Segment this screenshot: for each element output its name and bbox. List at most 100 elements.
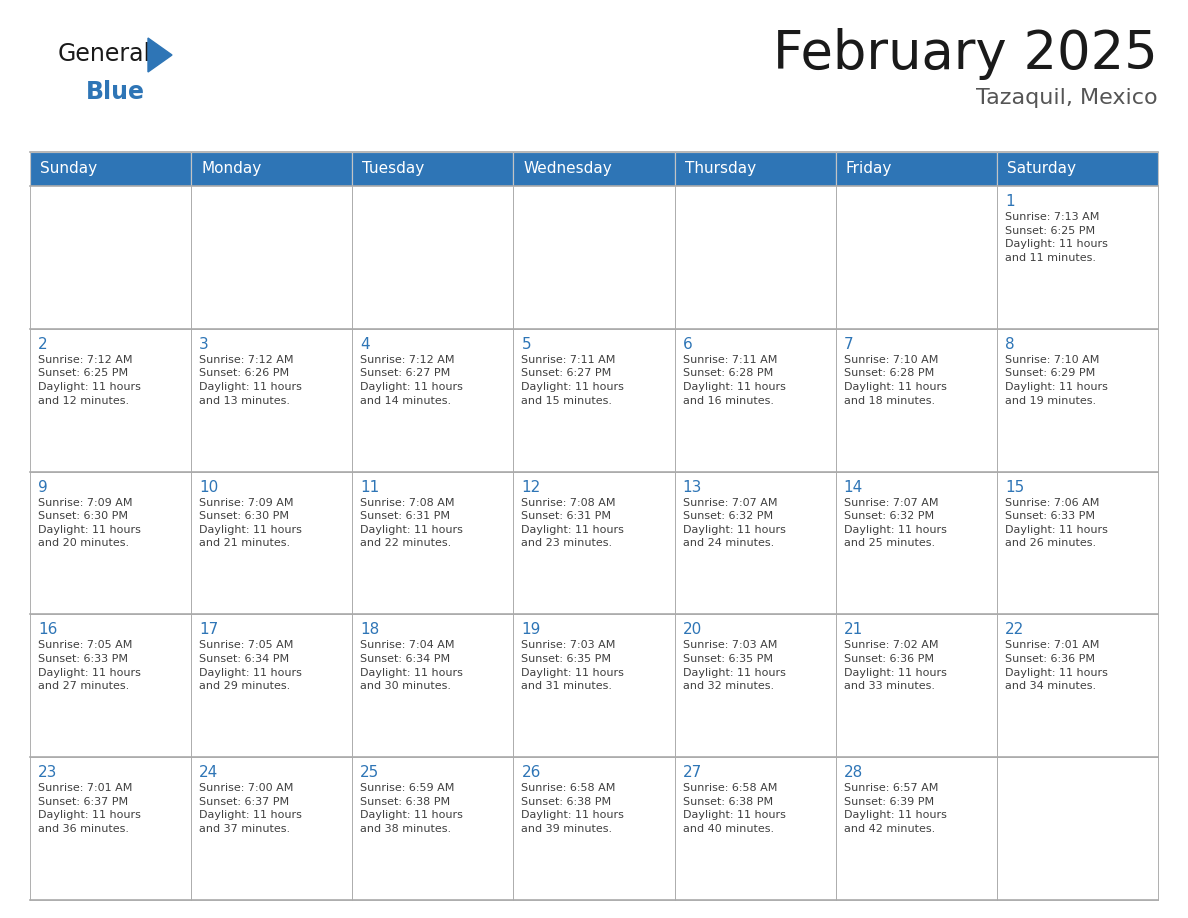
Text: 24: 24 xyxy=(200,766,219,780)
Text: 8: 8 xyxy=(1005,337,1015,352)
Text: Sunrise: 7:01 AM
Sunset: 6:36 PM
Daylight: 11 hours
and 34 minutes.: Sunrise: 7:01 AM Sunset: 6:36 PM Dayligh… xyxy=(1005,641,1107,691)
Text: Sunrise: 6:59 AM
Sunset: 6:38 PM
Daylight: 11 hours
and 38 minutes.: Sunrise: 6:59 AM Sunset: 6:38 PM Dayligh… xyxy=(360,783,463,834)
Text: Sunrise: 7:00 AM
Sunset: 6:37 PM
Daylight: 11 hours
and 37 minutes.: Sunrise: 7:00 AM Sunset: 6:37 PM Dayligh… xyxy=(200,783,302,834)
Bar xyxy=(30,614,191,757)
Bar xyxy=(997,329,1158,472)
Text: 11: 11 xyxy=(360,479,379,495)
Bar xyxy=(675,152,835,186)
Text: 16: 16 xyxy=(38,622,57,637)
Bar xyxy=(353,614,513,757)
Text: Friday: Friday xyxy=(846,162,892,176)
Bar xyxy=(353,757,513,900)
Text: Sunrise: 6:58 AM
Sunset: 6:38 PM
Daylight: 11 hours
and 40 minutes.: Sunrise: 6:58 AM Sunset: 6:38 PM Dayligh… xyxy=(683,783,785,834)
Text: 17: 17 xyxy=(200,622,219,637)
Text: Sunrise: 7:02 AM
Sunset: 6:36 PM
Daylight: 11 hours
and 33 minutes.: Sunrise: 7:02 AM Sunset: 6:36 PM Dayligh… xyxy=(843,641,947,691)
Bar xyxy=(513,186,675,329)
Text: Sunrise: 7:10 AM
Sunset: 6:29 PM
Daylight: 11 hours
and 19 minutes.: Sunrise: 7:10 AM Sunset: 6:29 PM Dayligh… xyxy=(1005,354,1107,406)
Bar xyxy=(513,472,675,614)
Bar xyxy=(835,329,997,472)
Text: 23: 23 xyxy=(38,766,57,780)
Bar xyxy=(30,757,191,900)
Text: Sunrise: 7:11 AM
Sunset: 6:28 PM
Daylight: 11 hours
and 16 minutes.: Sunrise: 7:11 AM Sunset: 6:28 PM Dayligh… xyxy=(683,354,785,406)
Text: Sunrise: 7:11 AM
Sunset: 6:27 PM
Daylight: 11 hours
and 15 minutes.: Sunrise: 7:11 AM Sunset: 6:27 PM Dayligh… xyxy=(522,354,625,406)
Text: Sunrise: 7:12 AM
Sunset: 6:27 PM
Daylight: 11 hours
and 14 minutes.: Sunrise: 7:12 AM Sunset: 6:27 PM Dayligh… xyxy=(360,354,463,406)
Bar xyxy=(997,472,1158,614)
Text: 22: 22 xyxy=(1005,622,1024,637)
Text: Monday: Monday xyxy=(201,162,261,176)
Bar xyxy=(513,757,675,900)
Text: 9: 9 xyxy=(38,479,48,495)
Bar xyxy=(191,186,353,329)
Text: 19: 19 xyxy=(522,622,541,637)
Bar xyxy=(30,329,191,472)
Bar xyxy=(353,186,513,329)
Text: Sunrise: 7:06 AM
Sunset: 6:33 PM
Daylight: 11 hours
and 26 minutes.: Sunrise: 7:06 AM Sunset: 6:33 PM Dayligh… xyxy=(1005,498,1107,548)
Text: Sunrise: 7:07 AM
Sunset: 6:32 PM
Daylight: 11 hours
and 25 minutes.: Sunrise: 7:07 AM Sunset: 6:32 PM Dayligh… xyxy=(843,498,947,548)
Text: 25: 25 xyxy=(360,766,379,780)
Text: 1: 1 xyxy=(1005,194,1015,209)
Text: 14: 14 xyxy=(843,479,862,495)
Text: Sunrise: 7:13 AM
Sunset: 6:25 PM
Daylight: 11 hours
and 11 minutes.: Sunrise: 7:13 AM Sunset: 6:25 PM Dayligh… xyxy=(1005,212,1107,263)
Bar xyxy=(513,614,675,757)
Bar xyxy=(191,757,353,900)
Bar xyxy=(191,152,353,186)
Text: Sunrise: 7:07 AM
Sunset: 6:32 PM
Daylight: 11 hours
and 24 minutes.: Sunrise: 7:07 AM Sunset: 6:32 PM Dayligh… xyxy=(683,498,785,548)
Text: Thursday: Thursday xyxy=(684,162,756,176)
Bar xyxy=(30,186,191,329)
Bar xyxy=(191,614,353,757)
Bar xyxy=(353,329,513,472)
Text: Tuesday: Tuesday xyxy=(362,162,424,176)
Text: 10: 10 xyxy=(200,479,219,495)
Bar xyxy=(675,614,835,757)
Text: Sunrise: 7:03 AM
Sunset: 6:35 PM
Daylight: 11 hours
and 31 minutes.: Sunrise: 7:03 AM Sunset: 6:35 PM Dayligh… xyxy=(522,641,625,691)
Bar xyxy=(30,472,191,614)
Bar xyxy=(353,472,513,614)
Bar xyxy=(675,472,835,614)
Bar xyxy=(675,329,835,472)
Polygon shape xyxy=(148,38,172,72)
Text: Sunrise: 7:04 AM
Sunset: 6:34 PM
Daylight: 11 hours
and 30 minutes.: Sunrise: 7:04 AM Sunset: 6:34 PM Dayligh… xyxy=(360,641,463,691)
Text: Sunrise: 7:01 AM
Sunset: 6:37 PM
Daylight: 11 hours
and 36 minutes.: Sunrise: 7:01 AM Sunset: 6:37 PM Dayligh… xyxy=(38,783,141,834)
Text: Saturday: Saturday xyxy=(1007,162,1076,176)
Text: 5: 5 xyxy=(522,337,531,352)
Text: Sunrise: 7:08 AM
Sunset: 6:31 PM
Daylight: 11 hours
and 23 minutes.: Sunrise: 7:08 AM Sunset: 6:31 PM Dayligh… xyxy=(522,498,625,548)
Bar xyxy=(191,472,353,614)
Bar xyxy=(997,614,1158,757)
Text: Sunrise: 7:05 AM
Sunset: 6:34 PM
Daylight: 11 hours
and 29 minutes.: Sunrise: 7:05 AM Sunset: 6:34 PM Dayligh… xyxy=(200,641,302,691)
Text: 27: 27 xyxy=(683,766,702,780)
Text: 15: 15 xyxy=(1005,479,1024,495)
Text: Sunrise: 7:09 AM
Sunset: 6:30 PM
Daylight: 11 hours
and 21 minutes.: Sunrise: 7:09 AM Sunset: 6:30 PM Dayligh… xyxy=(200,498,302,548)
Text: 4: 4 xyxy=(360,337,369,352)
Bar xyxy=(997,152,1158,186)
Text: Sunrise: 6:58 AM
Sunset: 6:38 PM
Daylight: 11 hours
and 39 minutes.: Sunrise: 6:58 AM Sunset: 6:38 PM Dayligh… xyxy=(522,783,625,834)
Text: Tazaquil, Mexico: Tazaquil, Mexico xyxy=(977,88,1158,108)
Text: General: General xyxy=(58,42,151,66)
Bar xyxy=(353,152,513,186)
Bar xyxy=(835,757,997,900)
Text: 20: 20 xyxy=(683,622,702,637)
Text: Wednesday: Wednesday xyxy=(524,162,612,176)
Text: 13: 13 xyxy=(683,479,702,495)
Bar xyxy=(997,757,1158,900)
Bar xyxy=(675,757,835,900)
Text: 12: 12 xyxy=(522,479,541,495)
Bar xyxy=(675,186,835,329)
Bar xyxy=(997,186,1158,329)
Text: Sunrise: 7:03 AM
Sunset: 6:35 PM
Daylight: 11 hours
and 32 minutes.: Sunrise: 7:03 AM Sunset: 6:35 PM Dayligh… xyxy=(683,641,785,691)
Text: February 2025: February 2025 xyxy=(773,28,1158,80)
Text: 2: 2 xyxy=(38,337,48,352)
Bar xyxy=(30,152,191,186)
Bar xyxy=(835,186,997,329)
Bar xyxy=(835,614,997,757)
Bar xyxy=(835,472,997,614)
Text: Sunrise: 7:08 AM
Sunset: 6:31 PM
Daylight: 11 hours
and 22 minutes.: Sunrise: 7:08 AM Sunset: 6:31 PM Dayligh… xyxy=(360,498,463,548)
Text: 3: 3 xyxy=(200,337,209,352)
Text: Blue: Blue xyxy=(86,80,145,104)
Text: Sunrise: 7:09 AM
Sunset: 6:30 PM
Daylight: 11 hours
and 20 minutes.: Sunrise: 7:09 AM Sunset: 6:30 PM Dayligh… xyxy=(38,498,141,548)
Text: 6: 6 xyxy=(683,337,693,352)
Text: Sunrise: 7:12 AM
Sunset: 6:25 PM
Daylight: 11 hours
and 12 minutes.: Sunrise: 7:12 AM Sunset: 6:25 PM Dayligh… xyxy=(38,354,141,406)
Bar xyxy=(513,152,675,186)
Text: Sunday: Sunday xyxy=(40,162,97,176)
Text: 26: 26 xyxy=(522,766,541,780)
Bar xyxy=(835,152,997,186)
